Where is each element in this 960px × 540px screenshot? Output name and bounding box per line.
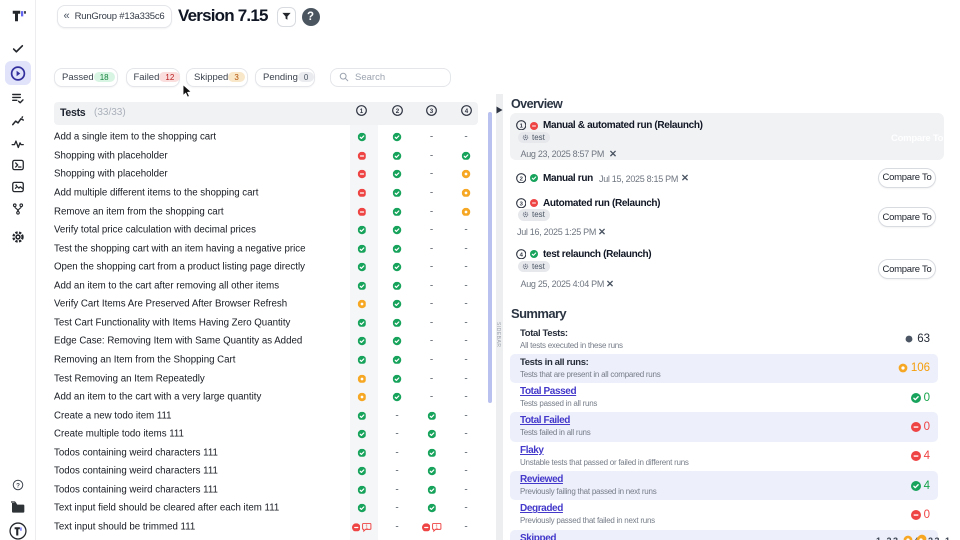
svg-text:1: 1: [435, 524, 438, 530]
svg-text:1: 1: [519, 123, 523, 129]
svg-text:1: 1: [360, 108, 364, 115]
svg-text:1: 1: [365, 524, 368, 530]
svg-text:2: 2: [519, 176, 523, 182]
svg-text:2: 2: [395, 108, 399, 115]
svg-text:?: ?: [16, 482, 20, 489]
svg-text:4: 4: [464, 108, 468, 115]
svg-text:3: 3: [519, 201, 523, 207]
svg-text:3: 3: [430, 108, 434, 115]
svg-text:4: 4: [519, 252, 523, 258]
